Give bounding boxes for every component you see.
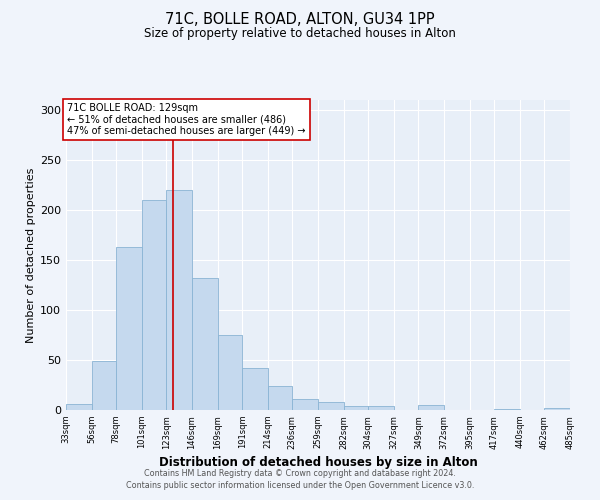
Y-axis label: Number of detached properties: Number of detached properties — [26, 168, 36, 342]
Bar — [368, 406, 394, 410]
Bar — [418, 405, 444, 410]
X-axis label: Distribution of detached houses by size in Alton: Distribution of detached houses by size … — [158, 456, 478, 468]
Bar — [192, 278, 218, 410]
Text: Contains HM Land Registry data © Crown copyright and database right 2024.: Contains HM Land Registry data © Crown c… — [144, 468, 456, 477]
Bar — [166, 190, 192, 410]
Bar — [318, 402, 344, 410]
Bar — [344, 406, 368, 410]
Text: Size of property relative to detached houses in Alton: Size of property relative to detached ho… — [144, 28, 456, 40]
Bar — [116, 247, 142, 410]
Bar — [544, 408, 570, 410]
Bar — [292, 399, 318, 410]
Text: 71C, BOLLE ROAD, ALTON, GU34 1PP: 71C, BOLLE ROAD, ALTON, GU34 1PP — [165, 12, 435, 28]
Bar — [494, 409, 520, 410]
Text: Contains public sector information licensed under the Open Government Licence v3: Contains public sector information licen… — [126, 481, 474, 490]
Bar — [218, 335, 242, 410]
Bar — [242, 368, 268, 410]
Bar — [92, 361, 116, 410]
Bar — [142, 200, 166, 410]
Bar — [66, 404, 92, 410]
Bar — [268, 386, 292, 410]
Text: 71C BOLLE ROAD: 129sqm
← 51% of detached houses are smaller (486)
47% of semi-de: 71C BOLLE ROAD: 129sqm ← 51% of detached… — [67, 103, 305, 136]
